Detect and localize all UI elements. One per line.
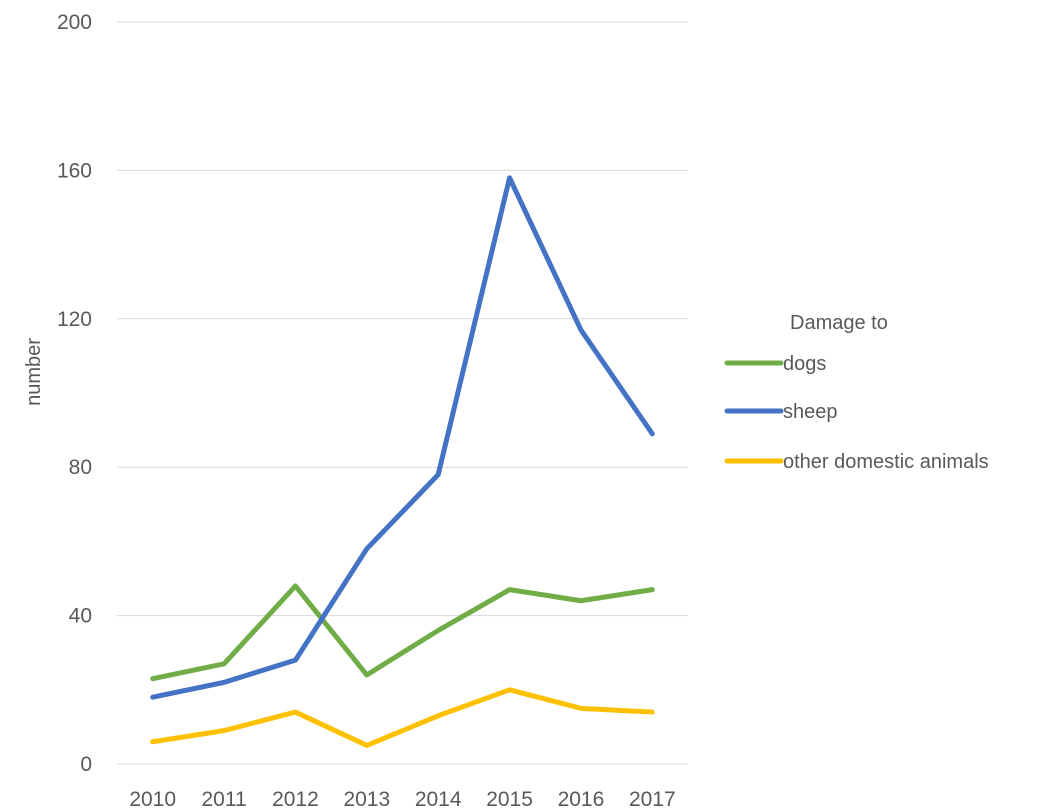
x-tick-label: 2013 bbox=[343, 788, 390, 809]
series-line-sheep bbox=[150, 175, 655, 700]
series-lines bbox=[150, 175, 655, 748]
x-tick-label: 2014 bbox=[415, 788, 462, 809]
y-tick-label: 40 bbox=[69, 605, 92, 628]
y-tick-label: 120 bbox=[57, 308, 92, 331]
legend-items: dogs sheep other domestic animals bbox=[724, 353, 989, 473]
series-line-other-domestic-animals bbox=[150, 687, 655, 748]
x-tick-label: 2011 bbox=[201, 788, 246, 809]
y-tick-label: 80 bbox=[69, 456, 92, 479]
y-tick-labels: 0 40 80 120 160 200 bbox=[57, 11, 92, 776]
legend: Damage to dogs sheep other domestic animal… bbox=[724, 312, 989, 473]
y-tick-label: 160 bbox=[57, 159, 92, 182]
x-tick-label: 2017 bbox=[629, 788, 676, 809]
legend-label: dogs bbox=[783, 353, 826, 375]
y-tick-label: 200 bbox=[57, 11, 92, 34]
legend-title: Damage to bbox=[790, 312, 888, 334]
x-tick-labels: 2010 2011 2012 2013 2014 2015 2016 2017 bbox=[129, 788, 675, 809]
legend-label: sheep bbox=[783, 401, 838, 423]
y-axis-title: number bbox=[23, 338, 45, 406]
x-tick-label: 2015 bbox=[486, 788, 533, 809]
x-tick-label: 2010 bbox=[129, 788, 176, 809]
series-line-dogs bbox=[150, 583, 655, 682]
x-tick-label: 2016 bbox=[558, 788, 605, 809]
legend-label: other domestic animals bbox=[783, 451, 989, 473]
gridlines bbox=[117, 21, 688, 765]
y-tick-label: 0 bbox=[80, 753, 92, 776]
x-tick-label: 2012 bbox=[272, 788, 319, 809]
